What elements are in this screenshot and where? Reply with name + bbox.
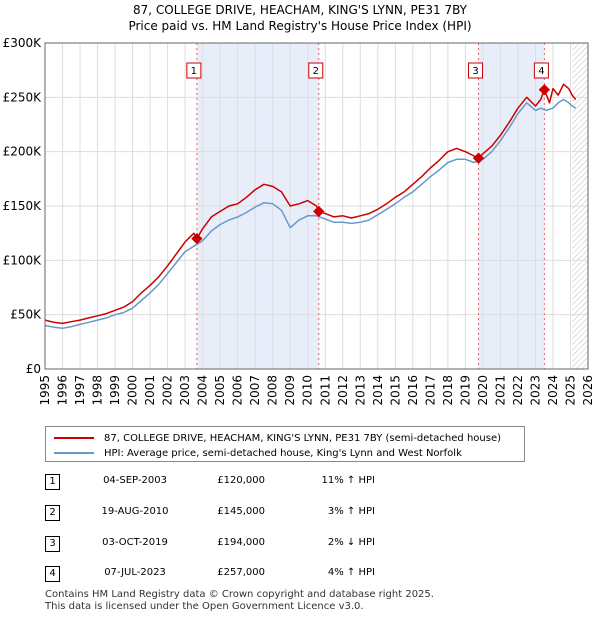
sale-number-label: 1: [191, 66, 197, 77]
x-tick-label: 2006: [231, 375, 245, 406]
transaction-number: 2: [45, 505, 60, 521]
transaction-number: 1: [45, 474, 60, 490]
transaction-date: 04-SEP-2003: [103, 475, 167, 486]
x-tick-label: 2004: [196, 375, 210, 406]
x-tick-label: 2025: [563, 375, 577, 406]
x-tick-label: 2023: [528, 375, 542, 406]
y-tick-label: £100K: [3, 253, 43, 267]
transaction-price: £257,000: [217, 567, 265, 578]
x-tick-label: 2014: [371, 375, 385, 406]
x-tick-label: 1995: [38, 375, 52, 406]
x-tick-label: 2012: [336, 375, 350, 406]
sale-point-marker: [313, 205, 325, 218]
legend: 87, COLLEGE DRIVE, HEACHAM, KING'S LYNN,…: [45, 426, 525, 462]
transaction-date: 03-OCT-2019: [102, 537, 168, 548]
x-tick-label: 1997: [73, 375, 87, 406]
transaction-number: 4: [45, 566, 60, 582]
transaction-hpi: 2% ↓ HPI: [327, 537, 375, 548]
transaction-hpi: 11% ↑ HPI: [321, 475, 375, 486]
chart-subtitle: Price paid vs. HM Land Registry's House …: [128, 19, 472, 33]
x-tick-label: 2011: [318, 375, 332, 406]
y-tick-label: £250K: [3, 90, 43, 104]
x-tick-label: 1999: [108, 375, 122, 406]
x-tick-label: 2022: [511, 375, 525, 406]
y-tick-label: £300K: [3, 36, 43, 50]
transaction-date: 19-AUG-2010: [101, 506, 169, 517]
price-chart: 1 2 3 4 £0 £50K £100K £150K £200K £250K £300K 1995…: [3, 36, 595, 406]
y-tick-label: £150K: [3, 199, 43, 213]
transaction-hpi: 3% ↑ HPI: [327, 506, 375, 517]
transaction-date: 07-JUL-2023: [104, 567, 166, 578]
plot-frame: [44, 42, 589, 370]
legend-swatch-property: [54, 437, 94, 439]
x-tick-label: 1998: [91, 375, 105, 406]
sale-number-box: [468, 62, 484, 79]
footer-copyright: Contains HM Land Registry data © Crown c…: [45, 589, 434, 600]
chart-title: 87, COLLEGE DRIVE, HEACHAM, KING'S LYNN,…: [133, 3, 467, 17]
x-tick-label: 2021: [493, 375, 507, 406]
x-tick-label: 2015: [388, 375, 402, 406]
transaction-price: £120,000: [217, 475, 265, 486]
transaction-price: £145,000: [217, 506, 265, 517]
x-tick-label: 2003: [178, 375, 192, 406]
x-tick-label: 2017: [423, 375, 437, 406]
legend-item-property: 87, COLLEGE DRIVE, HEACHAM, KING'S LYNN,…: [54, 431, 501, 445]
sale-point-marker: [472, 152, 485, 164]
x-tick-label: 2013: [353, 375, 367, 406]
sale-number-box: [186, 62, 202, 79]
sale-number-box: [533, 62, 549, 79]
x-tick-label: 2019: [458, 375, 472, 406]
legend-label-hpi: HPI: Average price, semi-detached house,…: [104, 447, 462, 459]
x-tick-label: 2010: [301, 375, 315, 406]
footer-licence: This data is licensed under the Open Gov…: [45, 601, 364, 612]
x-tick-label: 2001: [143, 375, 157, 406]
sale-number-label: 2: [313, 66, 319, 77]
x-tick-label: 2016: [406, 375, 420, 406]
property-price-line: [44, 83, 577, 325]
x-tick-label: 2002: [161, 375, 175, 406]
x-tick-label: 2008: [266, 375, 280, 406]
legend-item-hpi: HPI: Average price, semi-detached house,…: [54, 446, 462, 460]
y-tick-label: £200K: [3, 145, 43, 159]
y-tick-label: £0: [26, 362, 41, 376]
sale-number-label: 3: [472, 66, 478, 77]
x-tick-label: 2009: [283, 375, 297, 406]
y-tick-label: £50K: [10, 308, 42, 322]
transaction-hpi: 4% ↑ HPI: [327, 567, 375, 578]
x-tick-label: 2018: [441, 375, 455, 406]
legend-swatch-hpi: [54, 452, 94, 454]
sale-number-box: [308, 62, 324, 79]
transaction-number: 3: [45, 536, 60, 552]
transaction-price: £194,000: [217, 537, 265, 548]
sale-point-marker: [191, 232, 203, 245]
x-tick-label: 1996: [56, 375, 70, 406]
x-tick-label: 2007: [248, 375, 262, 406]
x-tick-label: 2020: [476, 375, 490, 406]
x-tick-label: 2024: [546, 375, 560, 406]
x-tick-label: 2005: [213, 375, 227, 406]
sale-number-label: 4: [538, 66, 544, 77]
hpi-line: [44, 98, 577, 330]
x-tick-label: 2026: [581, 375, 595, 406]
legend-label-property: 87, COLLEGE DRIVE, HEACHAM, KING'S LYNN,…: [104, 432, 501, 444]
x-tick-label: 2000: [126, 375, 140, 406]
